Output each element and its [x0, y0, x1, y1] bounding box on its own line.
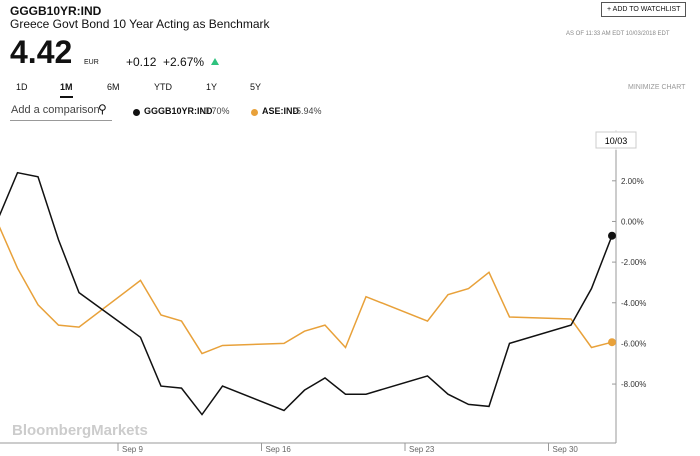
range-tab[interactable]: 5Y [250, 82, 262, 92]
y-tick-label: -6.00% [621, 339, 646, 348]
up-arrow [211, 58, 219, 65]
x-tick-label: Sep 30 [553, 445, 579, 454]
x-tick-label: Sep 16 [266, 445, 292, 454]
end-marker [608, 338, 616, 347]
change-pct: +2.67% [163, 55, 205, 69]
search-icon: ⚲ [98, 102, 107, 116]
change: +0.12 [126, 55, 157, 69]
instrument-name: Greece Govt Bond 10 Year Acting as Bench… [10, 17, 270, 31]
y-tick-label: -8.00% [621, 380, 646, 389]
legend-change: -5.94% [293, 106, 322, 116]
crosshair-label: 10/03 [605, 136, 628, 146]
series-line [0, 171, 613, 416]
x-tick-label: Sep 9 [122, 445, 143, 454]
legend-dot [133, 109, 140, 116]
range-tab[interactable]: 1Y [206, 82, 218, 92]
end-marker [608, 231, 616, 240]
watchlist-button[interactable]: + ADD TO WATCHLIST [601, 2, 687, 17]
legend-name: ASE:IND [262, 106, 300, 116]
y-tick-label: 2.00% [621, 177, 644, 186]
legend-dot [251, 109, 258, 116]
watermark: BloombergMarkets [12, 422, 148, 439]
minimize-chart[interactable]: MINIMIZE CHART [628, 84, 686, 91]
range-tab[interactable]: 1M [60, 82, 73, 98]
price: 4.42 [10, 34, 73, 70]
y-tick-label: -2.00% [621, 258, 646, 267]
legend-change: -0.70% [201, 106, 230, 116]
x-tick-label: Sep 23 [409, 445, 435, 454]
series-line [0, 226, 613, 355]
y-tick-label: 0.00% [621, 217, 644, 226]
legend-name: GGGB10YR:IND [144, 106, 213, 116]
ticker: GGGB10YR:IND [10, 4, 102, 18]
y-tick-label: -4.00% [621, 299, 646, 308]
range-tab[interactable]: YTD [154, 82, 172, 92]
range-tab[interactable]: 1D [16, 82, 28, 92]
comparison-box[interactable]: Add a comparison ⚲ [10, 98, 112, 121]
comparison-placeholder: Add a comparison [11, 104, 100, 116]
currency: EUR [84, 59, 99, 66]
crosshair-box [595, 131, 637, 149]
as-of: AS OF 11:33 AM EDT 10/03/2018 EDT [566, 31, 670, 37]
range-tab[interactable]: 6M [107, 82, 120, 92]
